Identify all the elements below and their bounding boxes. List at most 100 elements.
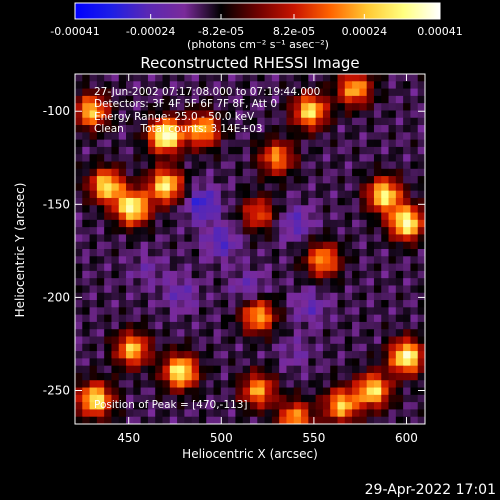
heatmap-cell bbox=[133, 95, 142, 104]
heatmap-cell bbox=[228, 365, 236, 374]
heatmap-cell bbox=[330, 161, 338, 170]
heatmap-cell bbox=[104, 256, 112, 264]
heatmap-cell bbox=[366, 409, 375, 418]
heatmap-cell bbox=[82, 227, 90, 235]
heatmap-cell bbox=[403, 205, 411, 213]
heatmap-cell bbox=[133, 343, 142, 352]
heatmap-cell bbox=[257, 300, 265, 308]
heatmap-cell bbox=[191, 300, 200, 308]
heatmap-cell bbox=[242, 358, 251, 367]
heatmap-cell bbox=[308, 103, 317, 111]
heatmap-cell bbox=[89, 307, 98, 316]
heatmap-cell bbox=[147, 146, 156, 155]
heatmap-cell bbox=[308, 88, 317, 97]
heatmap-cell bbox=[308, 314, 317, 323]
heatmap-cell bbox=[388, 307, 397, 316]
heatmap-cell bbox=[191, 402, 200, 410]
heatmap-cell bbox=[257, 314, 265, 323]
heatmap-cell bbox=[271, 103, 280, 111]
heatmap-cell bbox=[75, 81, 83, 89]
heatmap-cell bbox=[184, 212, 193, 221]
heatmap-cell bbox=[257, 110, 265, 119]
heatmap-cell bbox=[140, 139, 149, 148]
heatmap-cell bbox=[395, 103, 404, 111]
heatmap-cell bbox=[228, 205, 236, 213]
heatmap-cell bbox=[403, 88, 411, 97]
heatmap-cell bbox=[330, 95, 338, 104]
heatmap-cell bbox=[395, 343, 404, 352]
heatmap-cell bbox=[118, 278, 127, 286]
heatmap-cell bbox=[169, 409, 178, 418]
heatmap-cell bbox=[220, 416, 229, 425]
heatmap-cell bbox=[257, 380, 265, 388]
heatmap-cell bbox=[388, 358, 397, 367]
heatmap-cell bbox=[228, 321, 236, 330]
heatmap-cell bbox=[75, 249, 83, 257]
heatmap-cells bbox=[75, 74, 426, 425]
heatmap-cell bbox=[403, 146, 411, 155]
heatmap-cell bbox=[301, 227, 309, 235]
heatmap-cell bbox=[257, 321, 265, 330]
heatmap-cell bbox=[366, 168, 375, 177]
heatmap-cell bbox=[111, 74, 120, 82]
heatmap-cell bbox=[250, 161, 258, 170]
heatmap-cell bbox=[104, 146, 112, 155]
x-axis-label: Heliocentric X (arcsec) bbox=[182, 447, 318, 461]
heatmap-cell bbox=[118, 212, 127, 221]
heatmap-cell bbox=[410, 190, 419, 199]
heatmap-cell bbox=[220, 154, 229, 162]
heatmap-cell bbox=[286, 351, 295, 359]
heatmap-cell bbox=[395, 88, 404, 97]
heatmap-cell bbox=[395, 81, 404, 89]
heatmap-cell bbox=[257, 132, 265, 141]
heatmap-cell bbox=[315, 132, 324, 141]
heatmap-cell bbox=[220, 146, 229, 155]
heatmap-cell bbox=[322, 365, 331, 374]
heatmap-cell bbox=[111, 314, 120, 323]
heatmap-cell bbox=[264, 234, 273, 243]
heatmap-cell bbox=[177, 88, 185, 97]
heatmap-cell bbox=[147, 227, 156, 235]
heatmap-cell bbox=[242, 161, 251, 170]
heatmap-cell bbox=[388, 110, 397, 119]
heatmap-cell bbox=[344, 270, 353, 279]
heatmap-cell bbox=[322, 409, 331, 418]
heatmap-cell bbox=[213, 74, 222, 82]
heatmap-cell bbox=[177, 81, 185, 89]
heatmap-cell bbox=[257, 103, 265, 111]
heatmap-cell bbox=[126, 212, 134, 221]
heatmap-cell bbox=[271, 256, 280, 264]
heatmap-cell bbox=[359, 402, 368, 410]
heatmap-cell bbox=[206, 154, 214, 162]
heatmap-cell bbox=[96, 358, 105, 367]
heatmap-cell bbox=[301, 74, 309, 82]
heatmap-cell bbox=[126, 358, 134, 367]
heatmap-cell bbox=[147, 402, 156, 410]
heatmap-cell bbox=[242, 81, 251, 89]
heatmap-cell bbox=[111, 336, 120, 345]
heatmap-cell bbox=[308, 263, 317, 272]
heatmap-cell bbox=[410, 146, 419, 155]
heatmap-cell bbox=[198, 205, 207, 213]
heatmap-cell bbox=[184, 88, 193, 97]
heatmap-cell bbox=[242, 125, 251, 133]
heatmap-cell bbox=[344, 394, 353, 403]
heatmap-cell bbox=[359, 241, 368, 250]
heatmap-cell bbox=[403, 234, 411, 243]
heatmap-cell bbox=[96, 190, 105, 199]
heatmap-cell bbox=[126, 336, 134, 345]
heatmap-cell bbox=[366, 139, 375, 148]
heatmap-cell bbox=[293, 95, 302, 104]
heatmap-cell bbox=[264, 270, 273, 279]
heatmap-cell bbox=[191, 409, 200, 418]
heatmap-cell bbox=[82, 234, 90, 243]
heatmap-cell bbox=[155, 409, 163, 418]
heatmap-cell bbox=[118, 402, 127, 410]
heatmap-cell bbox=[213, 88, 222, 97]
heatmap-cell bbox=[417, 241, 426, 250]
heatmap-cell bbox=[359, 190, 368, 199]
heatmap-cell bbox=[147, 81, 156, 89]
heatmap-cell bbox=[96, 300, 105, 308]
heatmap-cell bbox=[264, 190, 273, 199]
heatmap-cell bbox=[250, 270, 258, 279]
